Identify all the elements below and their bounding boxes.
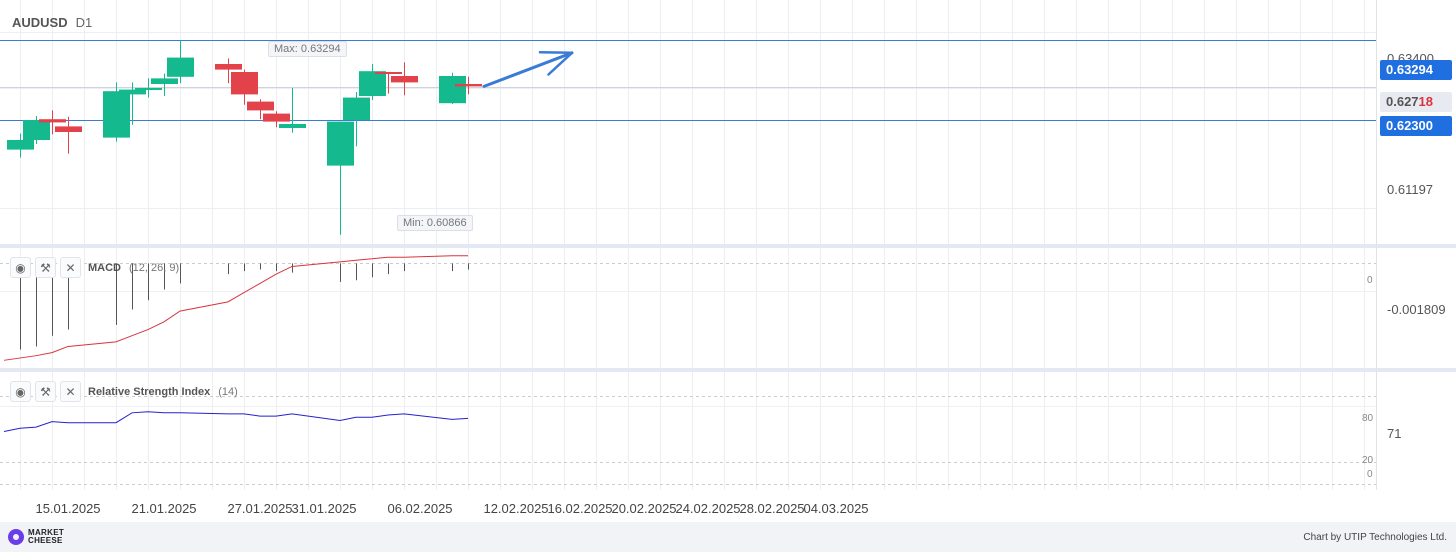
time-axis-label: 28.02.2025 (739, 501, 805, 516)
rsi-level-80-label: 80 (1362, 413, 1374, 424)
footer: MARKET CHEESE Chart by UTIP Technologies … (0, 522, 1456, 552)
eye-icon[interactable]: ◉ (10, 257, 31, 278)
rsi-params: (14) (218, 385, 238, 398)
logo-line-1: MARKET (28, 528, 65, 537)
logo-icon (8, 529, 24, 545)
time-axis-label: 16.02.2025 (547, 501, 613, 516)
candle-body (343, 97, 370, 120)
symbol-name: AUDUSD (12, 15, 68, 30)
time-axis-label: 04.03.2025 (803, 501, 869, 516)
eye-icon[interactable]: ◉ (10, 381, 31, 402)
candle-body (327, 121, 354, 166)
macd-panel-header: ◉ ⚒ ✕ MACD (12, 26, 9) (10, 257, 179, 278)
max-annotation: Max: 0.63294 (268, 41, 347, 57)
close-icon[interactable]: ✕ (60, 381, 81, 402)
candle-body (263, 113, 290, 122)
current-price-highlight: 18 (1418, 94, 1434, 109)
logo-line-2: CHEESE (28, 536, 63, 545)
time-axis-label: 15.01.2025 (35, 501, 101, 516)
candle-body (39, 119, 66, 123)
brand-logo: MARKET CHEESE (8, 529, 64, 545)
rsi-level-0-label: 0 (1367, 469, 1373, 480)
close-icon[interactable]: ✕ (60, 257, 81, 278)
time-axis-label: 20.02.2025 (611, 501, 677, 516)
candle-body (167, 57, 194, 77)
time-axis-label: 31.01.2025 (291, 501, 357, 516)
candle-body (215, 64, 242, 70)
forecast-arrow (482, 51, 574, 88)
candle-body (231, 72, 258, 95)
current-price-main: 0.627 (1386, 94, 1419, 109)
time-axis-label: 21.01.2025 (131, 501, 197, 516)
candle-body (279, 124, 306, 128)
candle-body (55, 126, 82, 132)
support-price-tag: 0.62300 (1380, 116, 1452, 136)
candle-body (375, 72, 402, 74)
candle-body (391, 76, 418, 83)
price-tick-label: 0.61197 (1387, 182, 1434, 197)
macd-zero-label: 0 (1367, 275, 1373, 286)
forecast-arrow-head (538, 51, 574, 76)
rsi-panel-header: ◉ ⚒ ✕ Relative Strength Index (14) (10, 381, 238, 402)
candle-body (247, 101, 274, 111)
candle-body (23, 120, 50, 140)
resistance-price-tag: 0.63294 (1380, 60, 1452, 80)
time-axis-label: 27.01.2025 (227, 501, 293, 516)
candle-body (119, 89, 146, 95)
logo-text: MARKET CHEESE (28, 529, 64, 545)
current-price-tag: 0.62718 (1380, 92, 1452, 112)
macd-value-label: -0.001809 (1387, 302, 1446, 317)
rsi-value-label: 71 (1387, 426, 1402, 441)
symbol-title: AUDUSD D1 (12, 15, 92, 30)
macd-params: (12, 26, 9) (129, 261, 180, 274)
candle-body (151, 78, 178, 84)
time-axis-label: 12.02.2025 (483, 501, 549, 516)
time-axis-label: 06.02.2025 (387, 501, 453, 516)
macd-signal-line (3, 255, 468, 361)
wrench-icon[interactable]: ⚒ (35, 257, 56, 278)
wrench-icon[interactable]: ⚒ (35, 381, 56, 402)
panel-separator (0, 368, 1456, 372)
rsi-line (3, 411, 469, 433)
candle-body (359, 71, 386, 96)
chart-credit: Chart by UTIP Technologies Ltd. (1303, 532, 1447, 543)
panel-separator (0, 244, 1456, 248)
time-axis-label: 24.02.2025 (675, 501, 741, 516)
timeframe-label: D1 (75, 15, 93, 30)
candle-body (103, 91, 130, 138)
min-annotation: Min: 0.60866 (397, 215, 473, 231)
rsi-level-20-label: 20 (1362, 455, 1374, 466)
candle-body (455, 84, 482, 87)
macd-name: MACD (88, 261, 121, 274)
candle-body (135, 88, 162, 90)
candle-body (7, 140, 34, 150)
candle-body (439, 76, 466, 104)
rsi-name: Relative Strength Index (88, 385, 211, 398)
